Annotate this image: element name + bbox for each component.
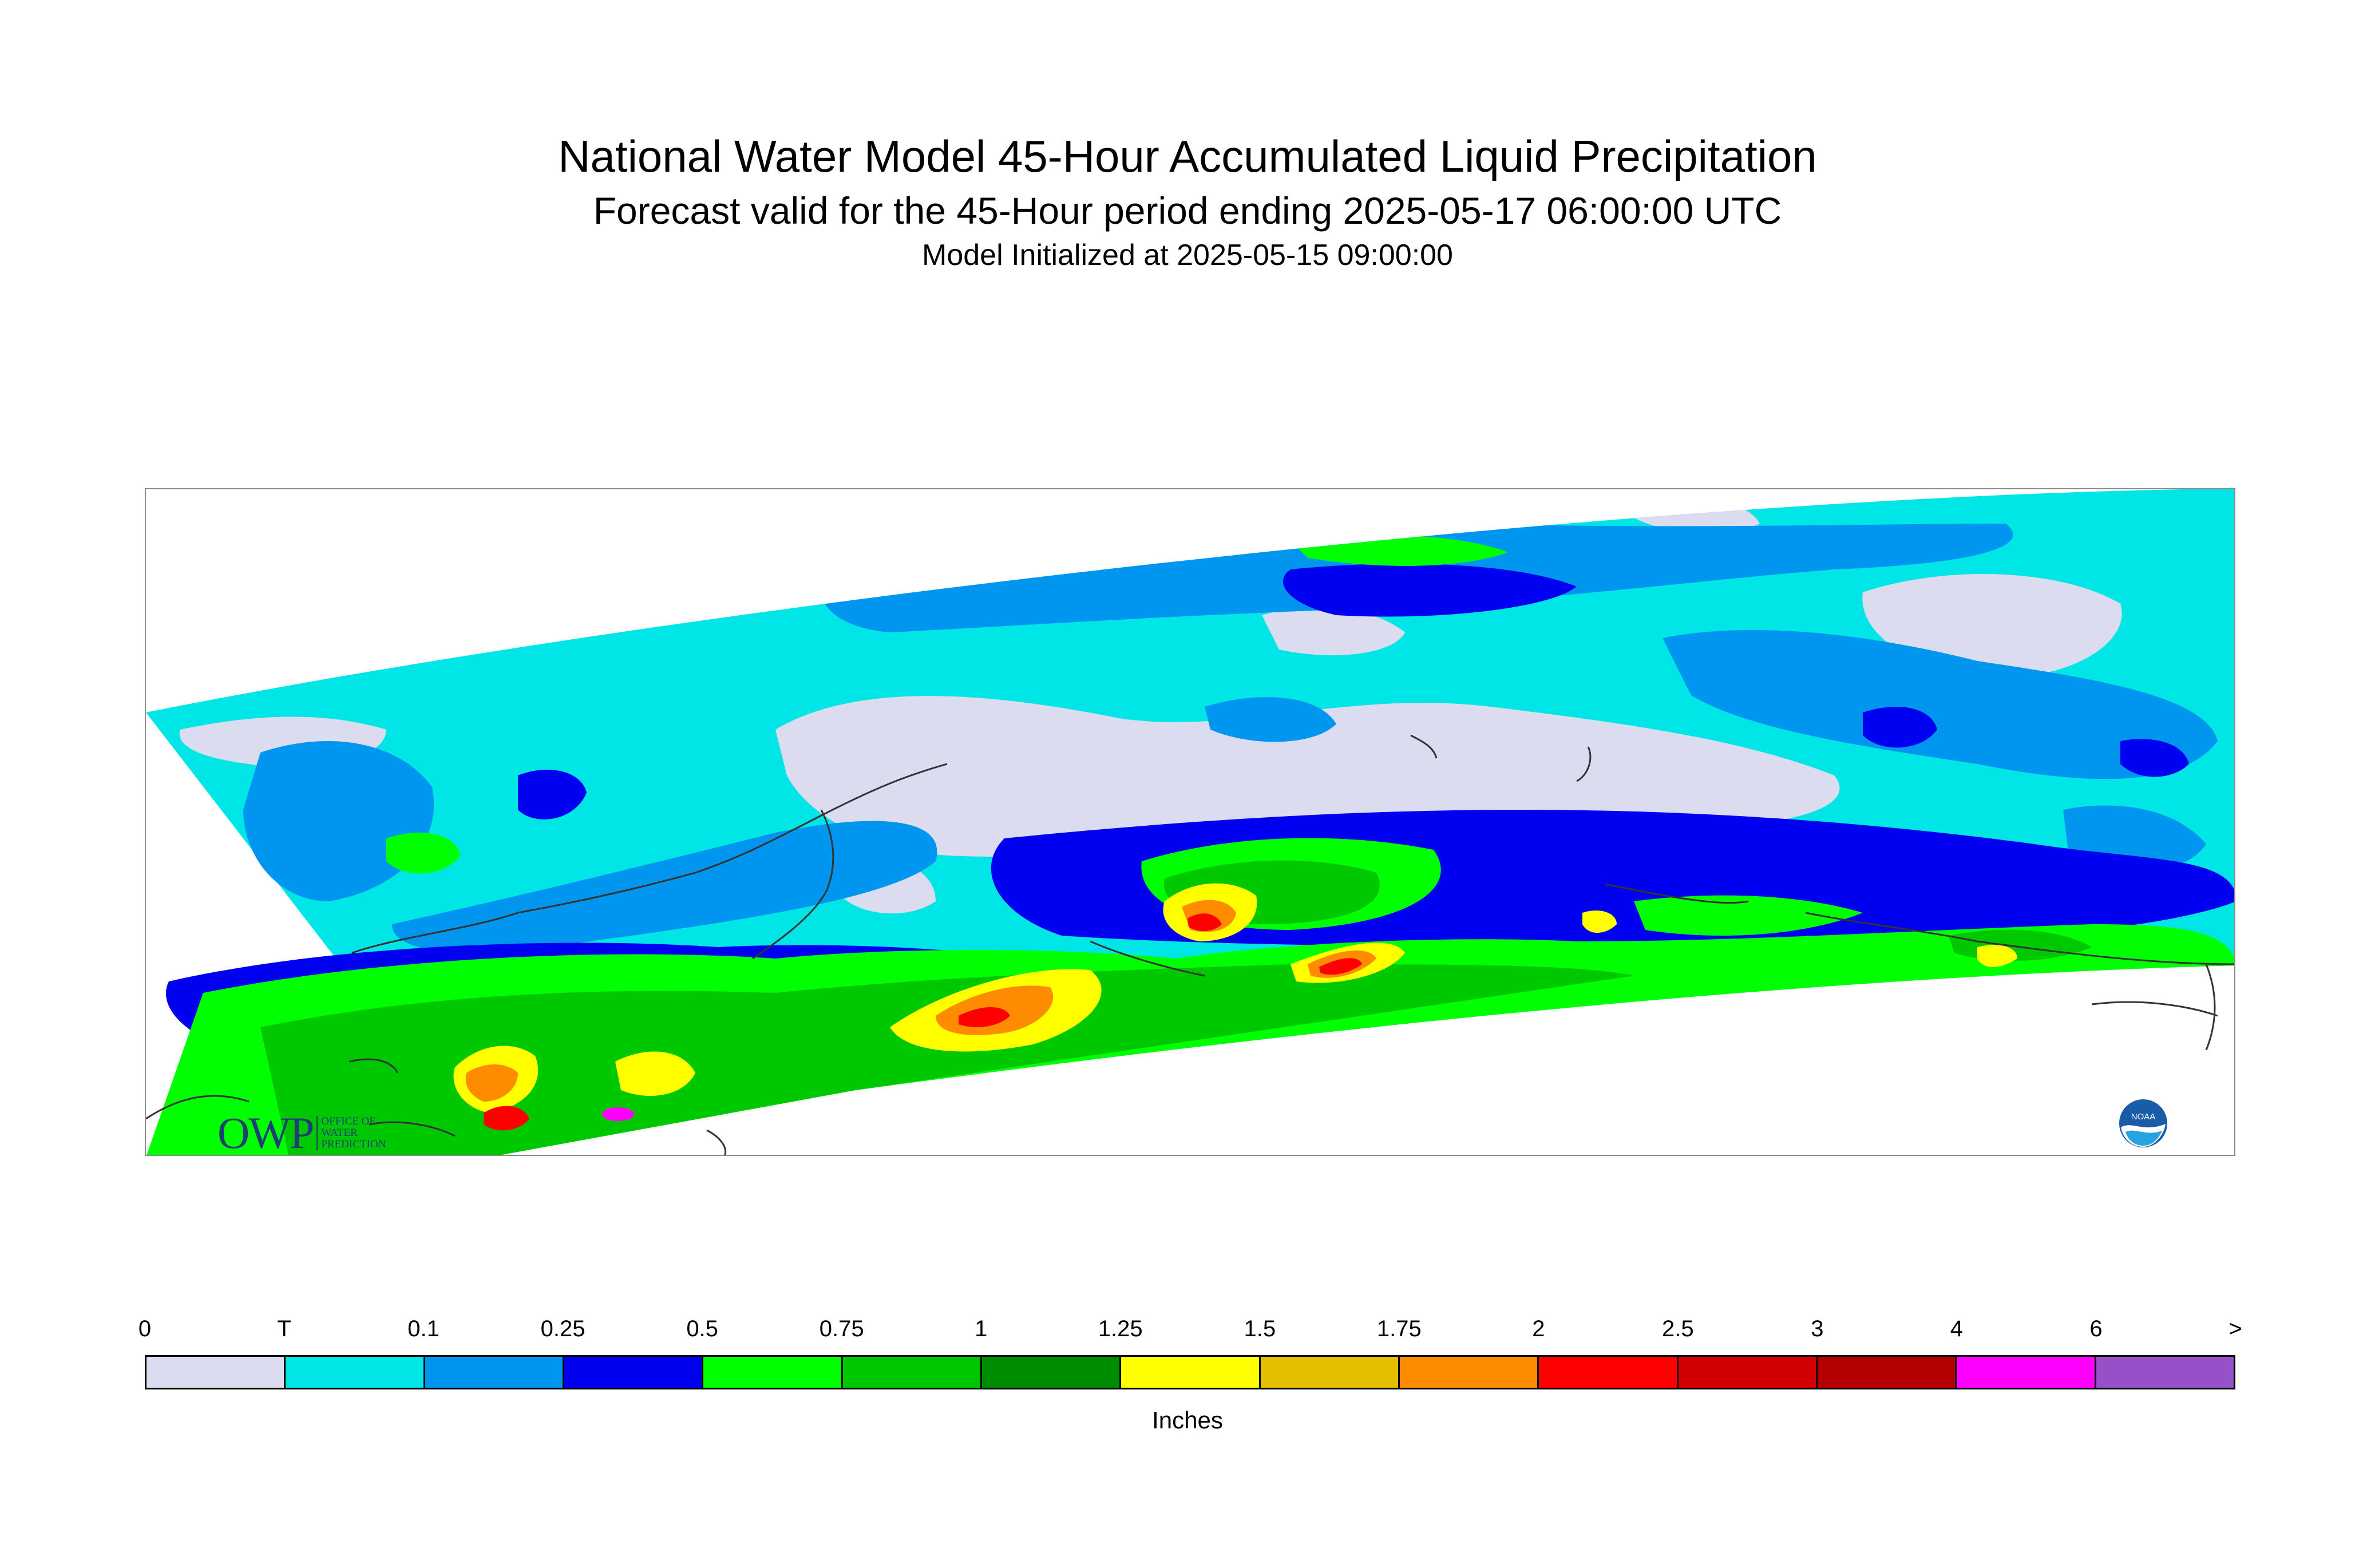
legend-tick-label: 0 xyxy=(138,1316,152,1341)
legend-tick-label: 0.5 xyxy=(686,1316,718,1341)
svg-text:NOAA: NOAA xyxy=(2131,1112,2156,1122)
legend-swatch xyxy=(842,1357,982,1388)
coastlines xyxy=(146,734,2234,1155)
legend-tick-label: 3 xyxy=(1811,1316,1824,1341)
legend-tick-label: 6 xyxy=(2089,1316,2103,1341)
legend-swatch xyxy=(981,1357,1122,1388)
legend-swatch xyxy=(147,1357,286,1388)
legend-swatch xyxy=(1817,1357,1957,1388)
legend-swatch xyxy=(1260,1357,1400,1388)
precip-2-areas xyxy=(484,913,1362,1131)
legend-tick-label: 4 xyxy=(1950,1316,1964,1341)
legend-tick-label: 2.5 xyxy=(1662,1316,1694,1341)
legend-tick-label: 0.25 xyxy=(540,1316,585,1341)
legend-tick-label: 1.25 xyxy=(1098,1316,1143,1341)
map-title: National Water Model 45-Hour Accumulated… xyxy=(558,131,1817,181)
owp-logo: OWP Office of Water Prediction xyxy=(217,1107,386,1156)
legend-swatch xyxy=(1957,1357,2096,1388)
legend-tick-label: 1 xyxy=(975,1316,988,1341)
legend-swatch xyxy=(564,1357,704,1388)
legend-tick-label: 2 xyxy=(1532,1316,1545,1341)
legend-swatch xyxy=(286,1357,425,1388)
owp-logo-text: OWP xyxy=(217,1108,314,1156)
legend-units-label: Inches xyxy=(1152,1407,1223,1434)
owp-logo-subtext: Office of Water Prediction xyxy=(316,1116,386,1150)
map-subtitle: Forecast valid for the 45-Hour period en… xyxy=(593,189,1782,232)
legend-tick-label: 0.75 xyxy=(819,1316,864,1341)
legend-swatch xyxy=(1121,1357,1261,1388)
noaa-logo: NOAA xyxy=(2119,1099,2167,1147)
legend-swatch xyxy=(1399,1357,1539,1388)
legend-tick-label: > xyxy=(2228,1316,2242,1341)
legend-swatch xyxy=(2096,1357,2234,1388)
model-init-time: Model Initialized at 2025-05-15 09:00:00 xyxy=(922,239,1453,272)
legend-tick-label: 1.75 xyxy=(1376,1316,1422,1341)
legend-tick-labels: 0 T 0.1 0.25 0.5 0.75 1 1.25 1.5 1.75 2 2.5 3 4 6 > xyxy=(0,1316,2375,1345)
legend-tick-label: T xyxy=(277,1316,291,1341)
precipitation-map: OWP Office of Water Prediction NOAA xyxy=(145,488,2235,1156)
legend-swatch xyxy=(425,1357,564,1388)
legend-swatch xyxy=(1678,1357,1818,1388)
precipitation-legend xyxy=(145,1355,2235,1389)
legend-tick-label: 0.1 xyxy=(407,1316,440,1341)
legend-swatch xyxy=(703,1357,843,1388)
legend-swatch xyxy=(1539,1357,1679,1388)
legend-tick-label: 1.5 xyxy=(1244,1316,1276,1341)
precip-4-area xyxy=(602,1107,634,1121)
